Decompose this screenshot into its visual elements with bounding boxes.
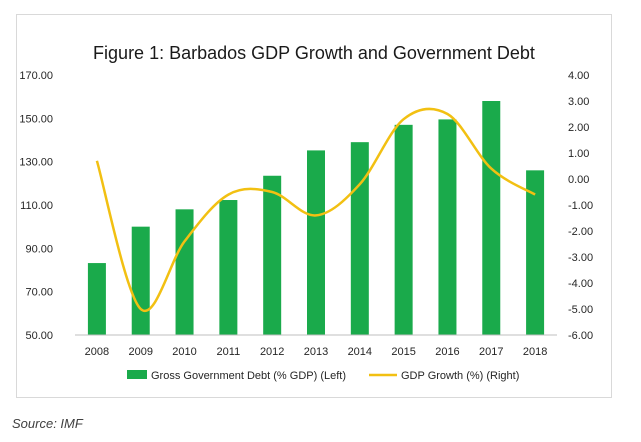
debt-bar xyxy=(394,124,413,335)
right-tick-label: -1.00 xyxy=(568,200,593,212)
right-tick-label: 4.00 xyxy=(568,70,589,82)
left-tick-label: 170.00 xyxy=(19,70,53,82)
debt-bar xyxy=(131,226,150,335)
gdp-growth-line xyxy=(95,107,536,313)
debt-bar xyxy=(263,175,282,335)
x-tick-label: 2017 xyxy=(479,346,503,358)
x-tick-label: 2008 xyxy=(85,346,109,358)
x-axis: 2008 2009 2010 2011 2012 2013 2014 2015 2016 2017… xyxy=(75,334,557,358)
right-axis: -6.00 -5.00 -4.00 -3.00 -2.00 -1.00 0.00 1.00 2.… xyxy=(568,70,593,342)
x-tick-label: 2010 xyxy=(172,346,196,358)
x-tick-label: 2018 xyxy=(523,346,547,358)
chart-frame: Figure 1: Barbados GDP Growth and Govern… xyxy=(16,14,612,398)
debt-bar xyxy=(307,150,325,335)
legend-swatch-debt xyxy=(127,370,147,379)
debt-bar xyxy=(219,200,238,335)
x-tick-label: 2013 xyxy=(304,346,328,358)
debt-bar xyxy=(87,263,106,335)
right-tick-label: -5.00 xyxy=(568,304,593,316)
right-tick-label: -2.00 xyxy=(568,226,593,238)
debt-bar xyxy=(350,142,369,335)
x-tick-label: 2009 xyxy=(128,346,152,358)
left-tick-label: 110.00 xyxy=(20,200,53,212)
right-tick-label: -6.00 xyxy=(568,330,593,342)
x-tick-label: 2011 xyxy=(217,346,241,358)
left-tick-label: 50.00 xyxy=(25,330,53,342)
x-tick-label: 2015 xyxy=(391,346,415,358)
chart-title: Figure 1: Barbados GDP Growth and Govern… xyxy=(93,43,535,63)
debt-bar xyxy=(175,209,194,335)
left-tick-label: 130.00 xyxy=(19,157,53,169)
debt-bar xyxy=(438,119,457,336)
chart: Figure 1: Barbados GDP Growth and Govern… xyxy=(19,43,593,382)
x-tick-label: 2016 xyxy=(435,346,459,358)
legend-label-growth: GDP Growth (%) (Right) xyxy=(401,370,519,382)
left-tick-label: 70.00 xyxy=(25,287,53,299)
right-tick-label: 0.00 xyxy=(568,174,589,186)
right-tick-label: 3.00 xyxy=(568,96,589,108)
left-axis: 50.00 70.00 90.00 110.00 130.00 150.00 170.00 xyxy=(19,70,53,342)
debt-bar xyxy=(482,101,501,335)
debt-bars xyxy=(87,101,545,336)
legend-label-debt: Gross Government Debt (% GDP) (Left) xyxy=(151,370,346,382)
source-note: Source: IMF xyxy=(12,416,83,431)
x-tick-label: 2012 xyxy=(260,346,284,358)
left-tick-label: 90.00 xyxy=(25,243,53,255)
left-tick-label: 150.00 xyxy=(19,113,53,125)
right-tick-label: -3.00 xyxy=(568,252,593,264)
legend: Gross Government Debt (% GDP) (Left) GDP … xyxy=(127,370,519,382)
right-tick-label: 2.00 xyxy=(568,122,589,134)
right-tick-label: 1.00 xyxy=(568,148,589,160)
right-tick-label: -4.00 xyxy=(568,278,593,290)
gdp-growth-line-group xyxy=(95,107,536,313)
debt-bar xyxy=(526,170,545,335)
x-tick-label: 2014 xyxy=(348,346,372,358)
